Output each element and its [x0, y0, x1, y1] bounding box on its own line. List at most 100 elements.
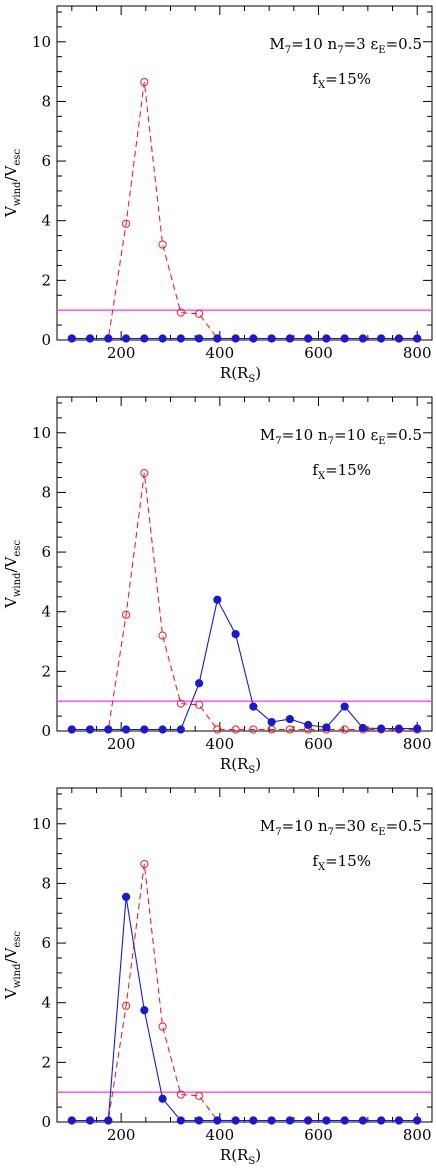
annotation-params-part-4: =0.5	[386, 817, 422, 835]
annotation-fx-part-1: =15%	[325, 852, 371, 870]
data-point	[249, 725, 258, 734]
data-point	[104, 725, 113, 734]
data-point	[140, 334, 149, 343]
data-point	[121, 219, 131, 228]
annotation-params-part-0: M	[260, 817, 275, 835]
y-axis-label-part-1: /V	[2, 555, 20, 572]
plot-frame	[56, 5, 433, 341]
y-axis-label-sub-0: wind	[12, 181, 23, 206]
data-point	[213, 595, 222, 604]
data-point	[176, 725, 185, 734]
x-axis-label-sub-0: S	[248, 765, 255, 776]
y-axis-label-sub-0: wind	[12, 572, 23, 597]
y-tick-label: 4	[41, 994, 51, 1012]
data-point	[176, 308, 185, 317]
annotation-params-sub-3: E	[378, 45, 385, 56]
annotation-params-part-3: ε	[370, 426, 378, 444]
y-tick-label: 0	[41, 722, 51, 740]
y-tick-label: 4	[41, 603, 51, 621]
y-axis-label-part-1: /V	[2, 946, 20, 963]
annotation-params-part-0: M	[269, 35, 284, 53]
y-tick-label: 10	[32, 815, 51, 833]
y-tick-label: 2	[41, 662, 51, 680]
data-point	[358, 723, 368, 733]
data-point	[213, 725, 222, 734]
data-point	[377, 334, 386, 343]
data-point	[267, 334, 276, 343]
data-point	[121, 334, 131, 343]
x-tick-label: 400	[206, 735, 235, 753]
x-axis-label-sub-0: S	[248, 374, 255, 385]
annotation-fx-sub-0: X	[318, 862, 326, 873]
data-point	[340, 334, 349, 343]
data-point	[340, 725, 349, 734]
x-axis-label-part-0: R(R	[220, 364, 249, 382]
annotation-params: M7​=10 n7​=3 εE​=0.5	[269, 35, 422, 56]
data-point	[104, 334, 113, 343]
data-point	[304, 1116, 313, 1125]
data-point	[140, 725, 149, 734]
data-point	[358, 334, 368, 343]
data-point	[340, 702, 349, 711]
data-point	[249, 334, 258, 343]
y-axis-label-sub-0: wind	[12, 963, 23, 988]
data-point	[158, 1022, 167, 1031]
data-point	[195, 679, 204, 688]
data-point	[195, 309, 204, 318]
annotation-params-part-4: =0.5	[386, 35, 422, 53]
annotation-fx-part-1: =15%	[325, 70, 371, 88]
annotation-fx-sub-0: X	[318, 80, 326, 91]
x-axis-label-sub-0: S	[248, 1156, 255, 1167]
annotation-params-part-1: =10 n	[282, 426, 328, 444]
data-point	[85, 334, 95, 343]
plot-frame	[56, 787, 433, 1123]
y-axis-label-part-0: V	[2, 987, 20, 1000]
data-point	[377, 724, 386, 733]
x-tick-label: 400	[206, 1126, 235, 1144]
annotation-params-sub-1: 7	[328, 436, 334, 447]
x-tick-label: 200	[107, 735, 136, 753]
data-point	[213, 1116, 222, 1125]
data-point	[267, 717, 276, 727]
x-tick-label: 600	[304, 1126, 333, 1144]
data-point	[322, 334, 331, 343]
data-point	[140, 468, 149, 478]
x-axis-label-part-1: )	[255, 364, 261, 382]
data-point	[195, 334, 204, 343]
y-tick-label: 2	[41, 271, 51, 289]
annotation-fx-part-0: f	[312, 852, 319, 870]
data-point	[231, 629, 240, 639]
data-point	[158, 725, 167, 734]
y-tick-label: 10	[32, 33, 51, 51]
annotation-fx-part-0: f	[312, 461, 319, 479]
x-axis-label: R(RS​)	[220, 1146, 261, 1167]
data-point	[67, 334, 76, 343]
annotation-params-part-2: =30	[334, 817, 370, 835]
y-axis-label-part-1: /V	[2, 164, 20, 181]
data-point	[121, 610, 131, 619]
data-point	[231, 725, 240, 734]
data-point	[85, 725, 95, 734]
data-point	[158, 631, 167, 640]
data-point	[85, 1116, 95, 1125]
data-point	[195, 1116, 204, 1125]
plot-frame	[56, 396, 433, 732]
y-axis-label: Vwind​/Vesc​	[2, 540, 23, 609]
x-axis-label-part-0: R(R	[220, 755, 249, 773]
series-line-2	[71, 598, 418, 731]
data-point	[304, 334, 313, 343]
annotation-params-part-1: =10 n	[282, 817, 328, 835]
annotation-params-sub-0: 7	[275, 436, 281, 447]
annotation-params-part-2: =10	[334, 426, 370, 444]
data-point	[394, 724, 404, 733]
data-point	[195, 700, 204, 709]
y-tick-label: 10	[32, 424, 51, 442]
data-point	[121, 1001, 131, 1010]
annotation-params-part-1: =10 n	[291, 35, 337, 53]
annotation-params-sub-1: 7	[328, 827, 334, 838]
x-axis-label-part-1: )	[255, 755, 261, 773]
x-tick-label: 600	[304, 735, 333, 753]
x-axis-label-part-1: )	[255, 1146, 261, 1164]
data-point	[176, 699, 185, 708]
data-point	[413, 724, 422, 733]
